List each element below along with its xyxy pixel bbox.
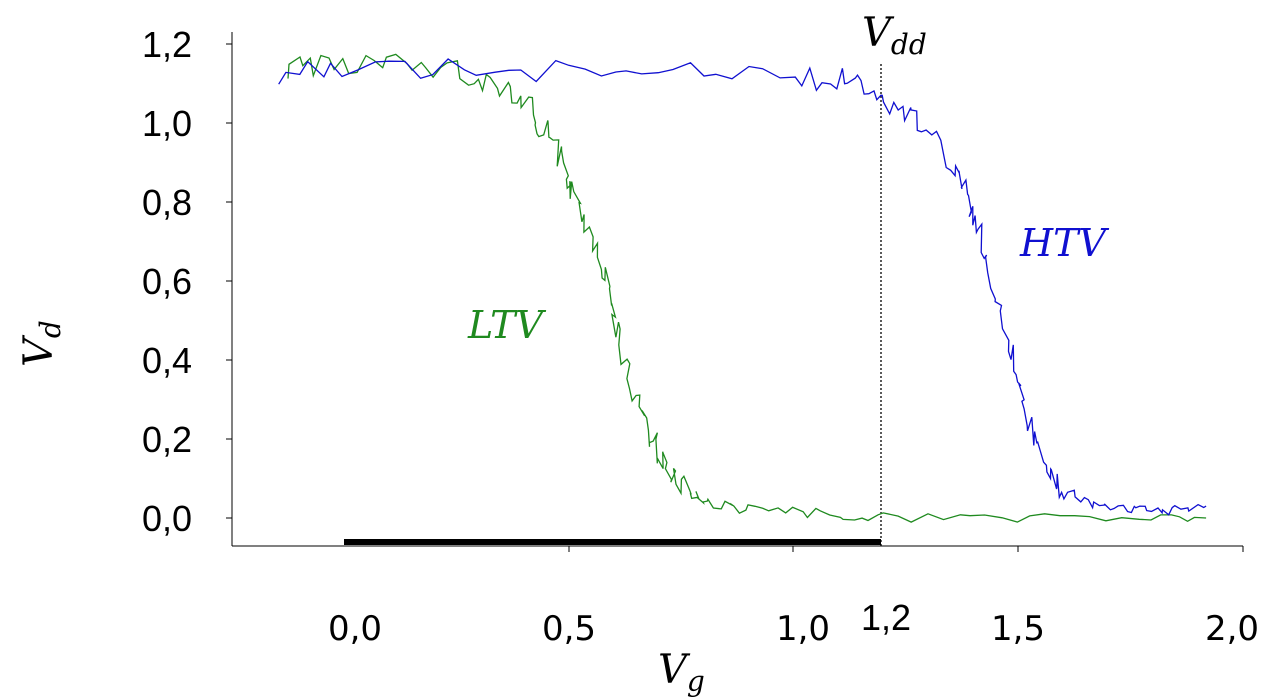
x-axis-title-main: V <box>658 647 691 693</box>
vdd-label-main: V <box>862 10 895 56</box>
x-tick-label: 1,0 <box>776 609 830 649</box>
x-axis-title: Vg <box>658 647 705 697</box>
y-axis-title-sub: d <box>34 320 67 338</box>
y-tick-label: 1,0 <box>142 103 192 144</box>
htv-curve <box>278 58 1207 516</box>
vdd-label: Vdd <box>862 10 927 61</box>
htv-label: HTV <box>1019 221 1109 265</box>
vdd-label-sub: dd <box>891 28 927 61</box>
y-tick-label: 0,8 <box>142 182 192 223</box>
vdd-tick-label: 1,2 <box>861 597 911 638</box>
x-tick-label: 2,0 <box>1205 609 1259 649</box>
y-tick-label: 0,4 <box>142 340 192 381</box>
y-tick-label: 1,2 <box>142 24 192 65</box>
y-tick-label: 0,2 <box>142 419 192 460</box>
ltv-curve <box>287 53 1207 523</box>
y-axis-title-main: V <box>16 334 62 367</box>
ltv-label: LTV <box>467 303 546 347</box>
x-tick-label: 0,5 <box>542 609 596 649</box>
x-ticks: 0,0 0,5 1,0 1,5 2,0 <box>328 546 1259 649</box>
x-tick-label: 1,5 <box>991 609 1045 649</box>
y-ticks: 0,0 0,2 0,4 0,6 0,8 1,0 1,2 <box>142 24 232 539</box>
x-axis-title-sub: g <box>687 665 705 697</box>
y-tick-label: 0,6 <box>142 261 192 302</box>
y-axis-title: Vd <box>16 320 67 367</box>
x-tick-label: 0,0 <box>328 609 382 649</box>
y-tick-label: 0,0 <box>142 498 192 539</box>
